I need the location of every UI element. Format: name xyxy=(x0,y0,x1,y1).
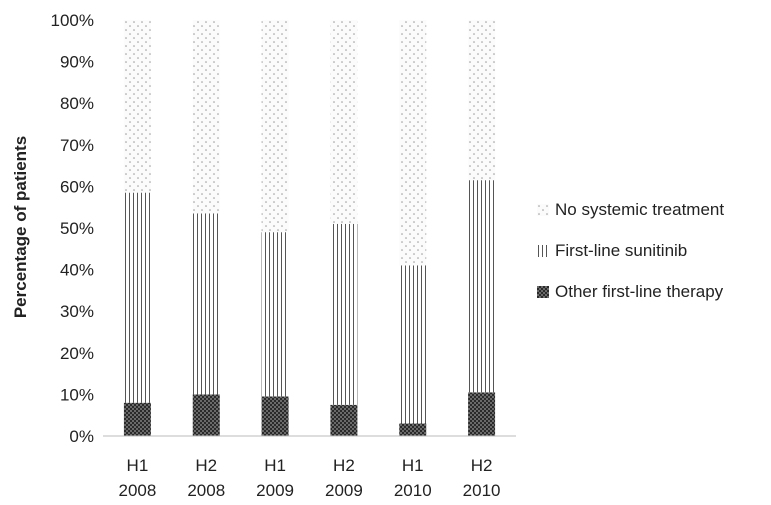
bar-segment xyxy=(330,223,358,405)
y-tick-label: 80% xyxy=(60,94,94,113)
bar-segment xyxy=(123,402,151,436)
y-tick-label: 10% xyxy=(60,385,94,404)
y-tick-label: 100% xyxy=(51,11,94,30)
bar-segment xyxy=(192,394,220,436)
bars xyxy=(123,20,496,436)
bar-segment xyxy=(192,20,220,214)
x-tick-label: 2010 xyxy=(394,481,432,500)
x-tick-label: H2 xyxy=(471,456,493,475)
y-tick-label: 40% xyxy=(60,261,94,280)
bar-segment xyxy=(468,20,496,181)
bar-segment xyxy=(261,232,289,397)
y-axis: 0% 10% 20% 30% 40% 50% 60% 70% 80% 90% 100% xyxy=(51,11,94,446)
legend-label: No systemic treatment xyxy=(555,200,725,219)
bar-segment xyxy=(468,392,496,436)
legend-label: Other first-line therapy xyxy=(555,282,724,301)
y-tick-label: 70% xyxy=(60,136,94,155)
x-tick-label: H1 xyxy=(402,456,424,475)
y-tick-label: 0% xyxy=(69,427,94,446)
legend: No systemic treatment First-line sunitin… xyxy=(537,200,724,323)
legend-swatch-dots xyxy=(537,204,549,216)
bar-segment xyxy=(399,20,427,266)
x-tick-label: 2008 xyxy=(187,481,225,500)
bar-segment xyxy=(261,396,289,436)
y-tick-label: 30% xyxy=(60,302,94,321)
x-tick-label: 2010 xyxy=(463,481,501,500)
bar-segment xyxy=(123,192,151,403)
legend-label: First-line sunitinib xyxy=(555,241,688,260)
x-tick-label: H1 xyxy=(127,456,149,475)
x-tick-label: 2009 xyxy=(325,481,363,500)
legend-swatch-vertical-lines xyxy=(537,245,549,257)
x-tick-label: H1 xyxy=(264,456,286,475)
x-axis: H1 2008 H2 2008 H1 2009 H2 2009 H1 2010 H2 2010 xyxy=(119,456,501,500)
y-tick-label: 90% xyxy=(60,53,94,72)
x-tick-label: H2 xyxy=(333,456,355,475)
bar-segment xyxy=(261,20,289,233)
x-tick-label: 2008 xyxy=(119,481,157,500)
bar-segment xyxy=(330,404,358,436)
bar-segment xyxy=(330,20,358,224)
x-tick-label: H2 xyxy=(195,456,217,475)
y-tick-label: 50% xyxy=(60,219,94,238)
bar-segment xyxy=(468,180,496,393)
legend-item-no-systemic-treatment: No systemic treatment xyxy=(537,200,724,220)
y-axis-title: Percentage of patients xyxy=(11,136,30,318)
y-tick-label: 60% xyxy=(60,177,94,196)
y-tick-label: 20% xyxy=(60,344,94,363)
legend-item-first-line-sunitinib: First-line sunitinib xyxy=(537,241,724,261)
bar-segment xyxy=(399,423,427,436)
bar-segment xyxy=(123,20,151,193)
bar-segment xyxy=(399,265,427,424)
legend-swatch-checker xyxy=(537,286,549,298)
y-axis-title-group: Percentage of patients xyxy=(11,136,30,318)
legend-item-other-first-line-therapy: Other first-line therapy xyxy=(537,282,724,302)
x-tick-label: 2009 xyxy=(256,481,294,500)
bar-segment xyxy=(192,213,220,395)
